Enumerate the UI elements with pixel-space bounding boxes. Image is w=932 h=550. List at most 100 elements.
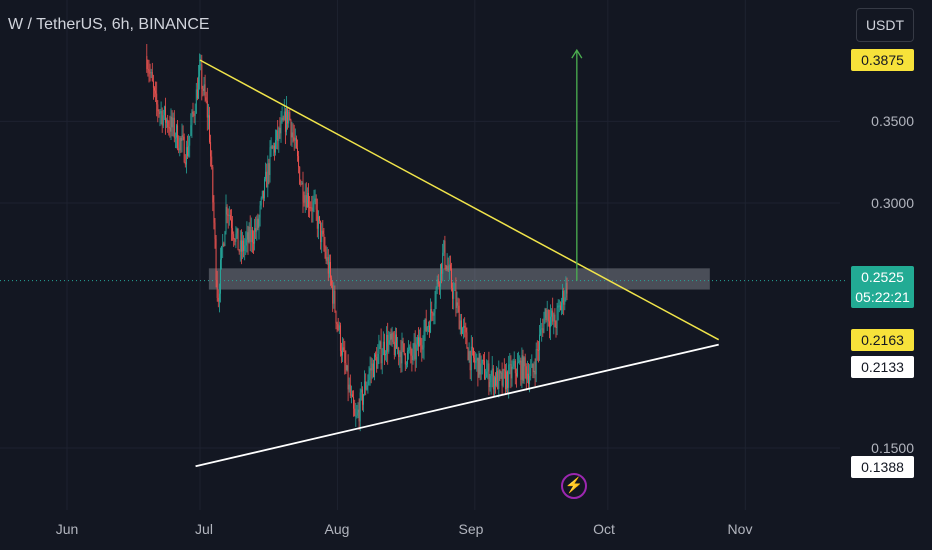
candle-body: [522, 355, 524, 381]
grid: [0, 0, 840, 510]
candle-body: [314, 198, 316, 201]
candle-body: [501, 372, 503, 386]
candle-body: [517, 362, 518, 377]
target-arrow[interactable]: [571, 48, 583, 281]
candle-body: [411, 355, 413, 361]
candle-body: [213, 202, 215, 223]
candle-body: [430, 309, 432, 333]
candle-body: [147, 69, 149, 71]
candle-body: [348, 384, 350, 390]
candle-body: [412, 348, 414, 361]
candle-body: [330, 261, 331, 278]
candle-body: [531, 363, 533, 368]
candle-body: [358, 409, 360, 422]
candle-body: [453, 290, 455, 299]
candle-body: [490, 375, 492, 382]
candle-body: [368, 373, 370, 380]
candle-body: [250, 230, 252, 242]
candle-body: [551, 310, 553, 317]
candle-body: [499, 370, 501, 373]
candle-body: [420, 337, 422, 346]
candle-body: [189, 135, 191, 146]
candle-body: [304, 195, 306, 203]
time-axis-label: Sep: [458, 521, 484, 537]
candle-body: [563, 290, 565, 305]
candle-body: [465, 327, 467, 333]
candle-body: [534, 370, 536, 375]
candle-body: [228, 214, 230, 216]
candle-body: [565, 282, 567, 298]
candle-body: [546, 310, 548, 321]
candle-body: [264, 179, 265, 199]
candles: [146, 44, 568, 432]
candle-body: [206, 100, 208, 118]
candle-body: [449, 264, 451, 269]
resistance-trendline[interactable]: [199, 59, 720, 341]
candle-body: [401, 341, 403, 364]
candle-body: [388, 340, 390, 352]
candle-body: [485, 377, 487, 379]
current-price-badge: 0.2525 05:22:21: [851, 266, 914, 308]
candle-body: [161, 111, 163, 126]
horizontal-zone[interactable]: [208, 268, 710, 290]
candle-body: [497, 370, 499, 389]
candle-body: [493, 377, 495, 390]
candle-body: [523, 357, 525, 381]
candle-body: [217, 297, 219, 302]
candle-body: [243, 240, 245, 251]
candle-body: [201, 64, 203, 89]
candle-body: [434, 303, 436, 313]
candle-body: [337, 323, 339, 330]
candle-body: [421, 345, 423, 350]
candle-body: [509, 364, 511, 366]
candle-body: [479, 353, 481, 375]
candle-body: [482, 359, 484, 361]
candle-body: [298, 156, 300, 167]
candle-body: [168, 127, 170, 129]
candle-body: [396, 334, 397, 349]
candle-body: [447, 265, 449, 271]
support-trendline[interactable]: [195, 343, 719, 468]
candle-body: [408, 349, 410, 351]
candle-body: [178, 148, 180, 151]
apex-price-badge: 0.2163: [851, 329, 914, 351]
candle-body: [294, 137, 296, 141]
candle-body: [328, 261, 330, 274]
symbol-title[interactable]: W / TetherUS, 6h, BINANCE: [8, 16, 210, 33]
candle-body: [436, 279, 438, 289]
candle-body: [215, 238, 217, 281]
candle-body: [267, 163, 269, 188]
candle-body: [155, 90, 157, 94]
currency-button[interactable]: USDT: [856, 8, 914, 42]
candle-body: [400, 351, 402, 364]
candle-body: [389, 333, 391, 341]
candle-body: [498, 370, 500, 389]
candle-body: [451, 268, 452, 288]
candle-body: [365, 381, 367, 390]
candle-body: [391, 332, 393, 340]
time-axis-label: Oct: [593, 521, 615, 537]
candle-body: [165, 106, 166, 123]
current-price-value: 0.2525: [861, 269, 904, 285]
candle-body: [407, 350, 408, 365]
candle-body: [157, 104, 159, 112]
candle-body: [455, 289, 457, 308]
candle-body: [556, 307, 558, 328]
candle-body: [440, 264, 441, 287]
candle-body: [183, 136, 185, 163]
candle-body: [220, 259, 221, 294]
candle-body: [429, 325, 430, 333]
candle-body: [321, 230, 323, 243]
candle-body: [331, 277, 333, 286]
time-axis-label: Jul: [195, 521, 213, 537]
candle-body: [462, 328, 463, 334]
candle-body: [152, 80, 154, 88]
candle-body: [293, 137, 295, 141]
candle-body: [336, 322, 338, 324]
candle-body: [229, 214, 231, 220]
lightning-bolt-icon[interactable]: ⚡: [561, 473, 587, 499]
candle-body: [226, 206, 228, 215]
candle-body: [507, 371, 509, 388]
candle-body: [236, 228, 238, 234]
